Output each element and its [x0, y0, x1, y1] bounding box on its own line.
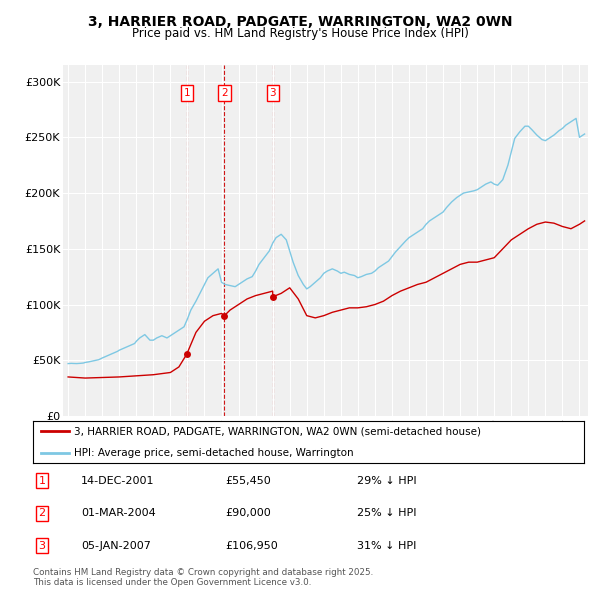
Text: Price paid vs. HM Land Registry's House Price Index (HPI): Price paid vs. HM Land Registry's House … — [131, 27, 469, 40]
Text: £90,000: £90,000 — [225, 509, 271, 518]
Text: 3, HARRIER ROAD, PADGATE, WARRINGTON, WA2 0WN: 3, HARRIER ROAD, PADGATE, WARRINGTON, WA… — [88, 15, 512, 29]
Text: 29% ↓ HPI: 29% ↓ HPI — [357, 476, 416, 486]
Text: HPI: Average price, semi-detached house, Warrington: HPI: Average price, semi-detached house,… — [74, 448, 354, 457]
Text: 3: 3 — [269, 88, 276, 98]
Text: 1: 1 — [184, 88, 190, 98]
Text: £106,950: £106,950 — [225, 541, 278, 550]
Text: 2: 2 — [221, 88, 228, 98]
Text: Contains HM Land Registry data © Crown copyright and database right 2025.
This d: Contains HM Land Registry data © Crown c… — [33, 568, 373, 587]
Text: 3: 3 — [38, 541, 46, 550]
Text: 2: 2 — [38, 509, 46, 518]
Text: 31% ↓ HPI: 31% ↓ HPI — [357, 541, 416, 550]
Text: 14-DEC-2001: 14-DEC-2001 — [81, 476, 155, 486]
Text: £55,450: £55,450 — [225, 476, 271, 486]
Text: 25% ↓ HPI: 25% ↓ HPI — [357, 509, 416, 518]
Text: 05-JAN-2007: 05-JAN-2007 — [81, 541, 151, 550]
Text: 1: 1 — [38, 476, 46, 486]
Text: 01-MAR-2004: 01-MAR-2004 — [81, 509, 156, 518]
Text: 3, HARRIER ROAD, PADGATE, WARRINGTON, WA2 0WN (semi-detached house): 3, HARRIER ROAD, PADGATE, WARRINGTON, WA… — [74, 427, 481, 436]
